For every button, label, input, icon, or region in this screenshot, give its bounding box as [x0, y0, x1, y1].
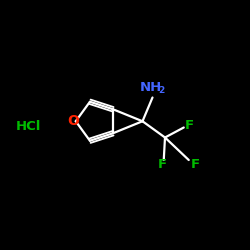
Text: F: F: [185, 119, 194, 132]
Text: 2: 2: [158, 86, 164, 95]
Text: HCl: HCl: [16, 120, 42, 133]
Text: F: F: [158, 158, 167, 171]
Text: F: F: [190, 158, 200, 171]
Text: O: O: [67, 114, 79, 128]
Text: NH: NH: [140, 81, 162, 94]
